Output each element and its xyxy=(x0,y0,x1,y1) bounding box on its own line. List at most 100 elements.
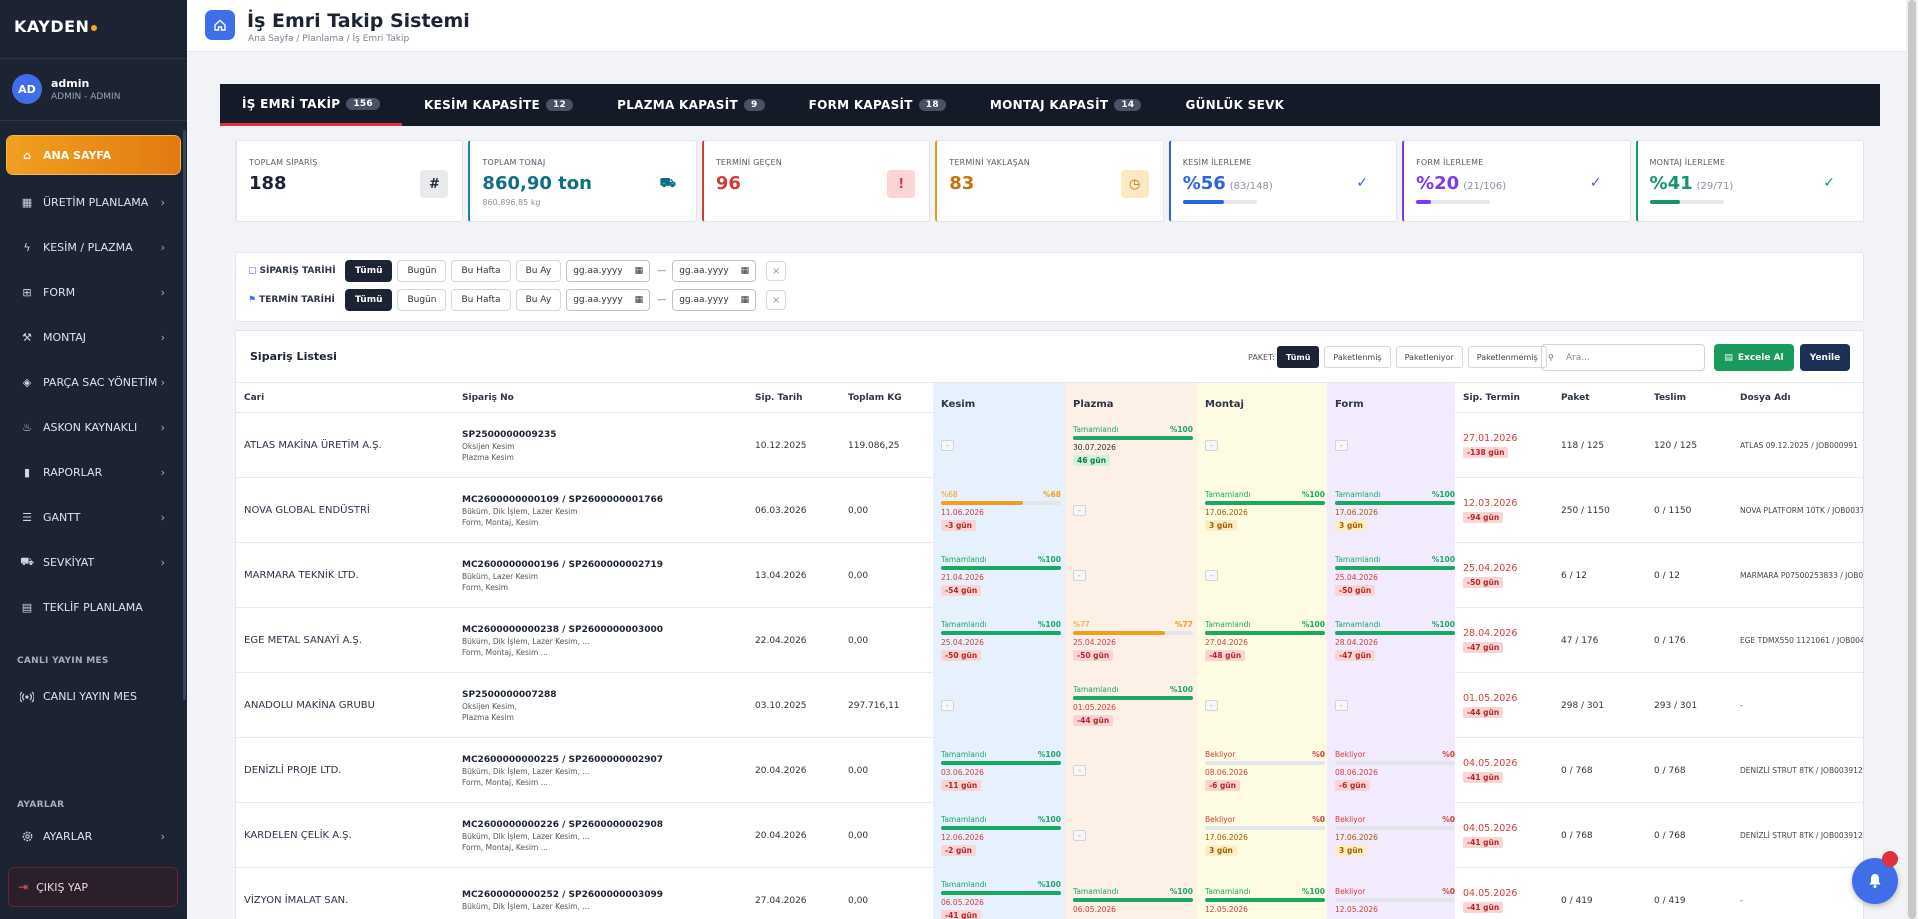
sidebar-item-form[interactable]: ⊞ FORM › xyxy=(0,270,187,315)
siparis-no-cell[interactable]: MC2600000000252 / SP2600000003099 Büküm, … xyxy=(462,890,664,911)
stage-day-badge: 3 gün xyxy=(1205,845,1237,856)
column-header[interactable]: Plazma xyxy=(1065,383,1197,413)
refresh-button[interactable]: Yenile xyxy=(1800,344,1850,371)
date-end-input[interactable]: gg.aa.yyyy ▦ xyxy=(672,289,757,311)
column-header[interactable]: Sip. Tarih xyxy=(755,393,803,403)
empty-stage-indicator: - xyxy=(1073,570,1086,581)
date-start-input[interactable]: gg.aa.yyyy ▦ xyxy=(566,260,651,282)
sidebar-item-askon-kaynakli[interactable]: ♨ ASKON KAYNAKLI › xyxy=(0,405,187,450)
filter-button[interactable]: Bu Hafta xyxy=(451,289,511,311)
tab-2[interactable]: PLAZMA KAPASİT 9 xyxy=(595,84,786,126)
stat-progress-bar xyxy=(1182,200,1257,204)
column-header[interactable]: Form xyxy=(1327,383,1455,413)
column-header[interactable]: Sip. Termin xyxy=(1463,393,1520,403)
table-row[interactable]: DENİZLİ PROJE LTD. MC2600000000225 / SP26… xyxy=(236,738,1863,803)
stage-day-badge: -50 gün xyxy=(941,650,982,661)
column-header[interactable]: Paket xyxy=(1561,393,1590,403)
siparis-no-cell[interactable]: MC2600000000238 / SP2600000003000 Büküm, … xyxy=(462,624,664,657)
paket-filter-button[interactable]: Tümü xyxy=(1277,346,1320,368)
stage-day-badge: -48 gün xyxy=(1205,650,1246,661)
table-row[interactable]: MARMARA TEKNİK LTD. MC2600000000196 / SP2… xyxy=(236,543,1863,608)
tab-count-badge: 156 xyxy=(346,97,380,110)
empty-stage-indicator: - xyxy=(1073,830,1086,841)
stage-date: 17.06.2026 xyxy=(1205,833,1248,842)
siparis-no-cell[interactable]: MC2600000000109 / SP2600000001766 Büküm, … xyxy=(462,494,664,527)
plazma-stage-cell: - xyxy=(1065,543,1197,608)
page-scrollbar[interactable] xyxy=(1906,0,1918,919)
table-row[interactable]: ANADOLU MAKİNA GRUBU SP2500000007288 Oksij… xyxy=(236,673,1863,738)
paket-filter-button[interactable]: Paketlenmemiş xyxy=(1467,346,1547,368)
siparis-no-cell[interactable]: MC2600000000225 / SP2600000002907 Büküm, … xyxy=(462,754,664,787)
search-input[interactable]: ⚲ Ara... xyxy=(1541,344,1705,371)
stage-date: 08.06.2026 xyxy=(1335,768,1378,777)
table-row[interactable]: VİZYON İMALAT SAN. MC2600000000252 / SP26… xyxy=(236,868,1863,919)
column-header[interactable]: Dosya Adı xyxy=(1740,393,1791,403)
paket-filter-button[interactable]: Paketleniyor xyxy=(1395,346,1463,368)
filter-button[interactable]: Bugün xyxy=(397,260,447,282)
filter-button[interactable]: Bu Ay xyxy=(515,289,562,311)
filter-button[interactable]: Tümü xyxy=(345,260,393,282)
siparis-no-cell[interactable]: MC2600000000196 / SP2600000002719 Büküm, … xyxy=(462,559,664,592)
column-header[interactable]: Cari xyxy=(244,393,265,403)
table-row[interactable]: NOVA GLOBAL ENDÜSTRİ MC2600000000109 / SP… xyxy=(236,478,1863,543)
stage-day-badge: -6 gün xyxy=(1335,780,1370,791)
siparis-no-cell[interactable]: SP2500000007288 Oksijen Kesim, Plazma Kesi… xyxy=(462,689,557,722)
flag-icon: ⚑ xyxy=(248,295,257,305)
clear-filter-button[interactable]: × xyxy=(766,261,787,281)
kesim-stage-cell: - xyxy=(933,413,1065,478)
dosya-cell: EGE TDMX550 1121061 / JOB004277 xyxy=(1740,636,1864,645)
sidebar-item-kesi-m-plazma[interactable]: ϟ KESİM / PLAZMA › xyxy=(0,225,187,270)
chevron-right-icon: › xyxy=(160,556,165,569)
termin-cell: 04.05.2026 -41 gün xyxy=(1463,823,1518,848)
sidebar-scrollbar[interactable] xyxy=(183,130,186,700)
sidebar-item-label: TEKLİF PLANLAMA xyxy=(43,601,143,614)
empty-stage-indicator: - xyxy=(1205,440,1218,451)
plazma-stage-cell: - xyxy=(1065,738,1197,803)
siparis-no-cell[interactable]: SP2500000009235 Oksijen Kesim Plazma Kesim xyxy=(462,429,557,462)
filter-button[interactable]: Bu Hafta xyxy=(451,260,511,282)
sidebar-item-tekli-f-planlama[interactable]: ▤ TEKLİF PLANLAMA xyxy=(0,585,187,630)
stage-status: %68 %68 xyxy=(941,490,1061,499)
tab-5[interactable]: GÜNLÜK SEVK xyxy=(1185,98,1285,112)
home-button[interactable] xyxy=(205,10,235,40)
date-end-input[interactable]: gg.aa.yyyy ▦ xyxy=(672,260,757,282)
sidebar-item-sevki-yat[interactable]: ⛟ SEVKİYAT › xyxy=(0,540,187,585)
clear-filter-button[interactable]: × xyxy=(766,290,787,310)
breadcrumb-item[interactable]: Planlama xyxy=(302,34,344,44)
table-row[interactable]: ATLAS MAKİNA ÜRETİM A.Ş. SP2500000009235 O… xyxy=(236,413,1863,478)
tab-0[interactable]: İŞ EMRİ TAKİP 156 xyxy=(220,84,402,126)
filter-button[interactable]: Bu Ay xyxy=(515,260,562,282)
column-header[interactable]: Sipariş No xyxy=(462,393,514,403)
siparis-no-cell[interactable]: MC2600000000226 / SP2600000002908 Büküm, … xyxy=(462,819,664,852)
sidebar-item-raporlar[interactable]: ▮ RAPORLAR › xyxy=(0,450,187,495)
breadcrumb-item[interactable]: Ana Sayfa xyxy=(248,34,294,44)
table-row[interactable]: EGE METAL SANAYİ A.Ş. MC2600000000238 / S… xyxy=(236,608,1863,673)
paket-filter-button[interactable]: Paketlenmiş xyxy=(1324,346,1391,368)
sidebar-item-settings[interactable]: AYARLAR › xyxy=(0,814,187,859)
sidebar-item-live-mes[interactable]: CANLI YAYIN MES xyxy=(0,674,187,719)
sidebar-item-par-a-sac-y-neti-m[interactable]: ◈ PARÇA SAC YÖNETİM › xyxy=(0,360,187,405)
logo[interactable]: KAYDEN xyxy=(14,17,98,36)
filter-label: ▢ SİPARİŞ TARİHİ xyxy=(248,266,336,276)
table-row[interactable]: KARDELEN ÇELİK A.Ş. MC2600000000226 / SP2… xyxy=(236,803,1863,868)
sidebar-item--reti-m-planlama[interactable]: ▦ ÜRETİM PLANLAMA › xyxy=(0,180,187,225)
logout-button[interactable]: ⇥ ÇIKIŞ YAP xyxy=(8,867,178,907)
tab-4[interactable]: MONTAJ KAPASİT 14 xyxy=(968,84,1164,126)
filter-button[interactable]: Tümü xyxy=(345,289,393,311)
tab-3[interactable]: FORM KAPASİT 18 xyxy=(787,84,968,126)
sidebar-item-gantt[interactable]: ☰ GANTT › xyxy=(0,495,187,540)
user-profile[interactable]: AD admin ADMIN - ADMIN xyxy=(12,74,120,104)
sidebar-item-montaj[interactable]: ⚒ MONTAJ › xyxy=(0,315,187,360)
column-header[interactable]: Kesim xyxy=(933,383,1065,413)
column-header[interactable]: Montaj xyxy=(1197,383,1327,413)
stat-card: TERMİNİ GEÇEN 96! xyxy=(701,140,931,222)
column-header[interactable]: Teslim xyxy=(1654,393,1686,403)
excel-export-button[interactable]: ▤ Excele Al xyxy=(1714,344,1794,371)
stage-date: 06.05.2026 xyxy=(941,898,984,907)
sidebar-item-ana-sayfa[interactable]: ⌂ ANA SAYFA xyxy=(7,136,180,174)
tab-1[interactable]: KESİM KAPASİTE 12 xyxy=(402,84,595,126)
filter-button[interactable]: Bugün xyxy=(397,289,447,311)
empty-stage-indicator: - xyxy=(1205,700,1218,711)
date-start-input[interactable]: gg.aa.yyyy ▦ xyxy=(566,289,651,311)
column-header[interactable]: Toplam KG xyxy=(848,393,902,403)
